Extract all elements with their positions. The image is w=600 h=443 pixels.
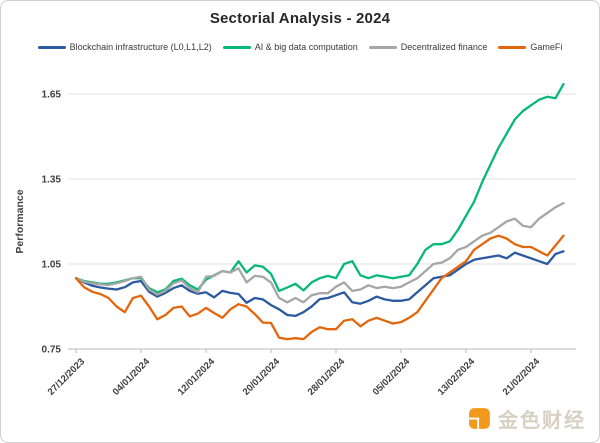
y-tick-label: 1.65 [42, 90, 62, 101]
series-line-0-blockchain-infrastructure-l0-l1-l2 [74, 250, 565, 318]
series-line-1-ai-big-data-computation [74, 82, 565, 294]
x-tick-label: 04/01/2024 [111, 356, 153, 398]
legend-item-ai-big-data: AI & big data computation [222, 42, 358, 52]
legend-swatch-blue-line [37, 45, 66, 49]
legend-swatch-orange-line [498, 45, 527, 49]
y-tick-label: 1.35 [42, 175, 62, 186]
x-tick-label: 27/12/2023 [46, 356, 87, 397]
legend-label: AI & big data computation [254, 42, 358, 52]
watermark-text: 金色财经 [498, 410, 586, 432]
y-axis-label: Performance [14, 189, 26, 253]
legend-swatch-green-line [222, 45, 251, 49]
jinse-coin-icon [469, 408, 490, 429]
chart-legend: Blockchain infrastructure (L0,L1,L2) AI … [1, 42, 599, 52]
legend-label: Blockchain infrastructure (L0,L1,L2) [69, 42, 212, 52]
x-tick-label: 21/02/2024 [501, 356, 543, 398]
legend-item-gamefi: GameFi [498, 42, 562, 52]
x-tick-label: 12/01/2024 [176, 356, 218, 398]
y-tick-label: 0.75 [42, 345, 62, 356]
y-tick-label: 1.05 [42, 260, 62, 271]
chart-title: Sectorial Analysis - 2024 [209, 10, 391, 27]
series-line-3-gamefi [74, 234, 565, 341]
legend-item-decentralized-finance: Decentralized finance [368, 42, 488, 52]
x-tick-label: 05/02/2024 [371, 356, 413, 398]
x-tick-label: 20/01/2024 [241, 356, 283, 398]
watermark-jinse-finance: 金色财经 [467, 404, 586, 433]
x-tick-label: 28/01/2024 [306, 356, 348, 398]
legend-item-blockchain-infrastructure: Blockchain infrastructure (L0,L1,L2) [37, 42, 212, 52]
legend-label: Decentralized finance [400, 42, 488, 52]
legend-swatch-gray-line [368, 45, 397, 49]
legend-label: GameFi [530, 42, 563, 52]
series-line-2-decentralized-finance [74, 201, 565, 304]
x-tick-label: 13/02/2024 [436, 356, 478, 398]
